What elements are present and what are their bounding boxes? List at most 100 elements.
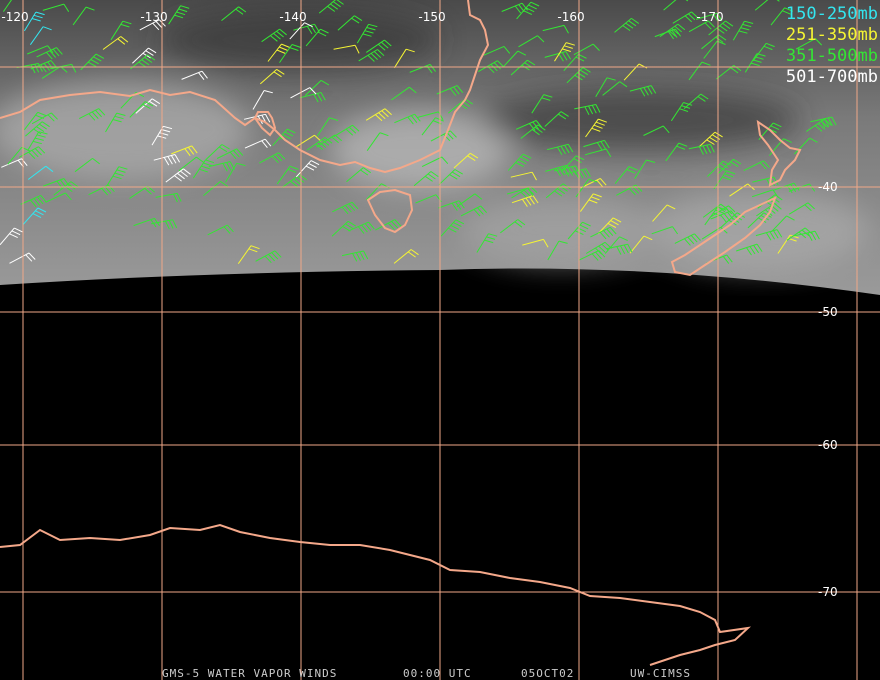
wind-barb	[27, 131, 48, 151]
wind-barb	[546, 143, 574, 156]
gulf-coast	[253, 111, 277, 137]
wind-barb	[25, 121, 50, 137]
wind-barb	[663, 0, 689, 11]
wind-barb	[788, 202, 815, 215]
australia-coast	[0, 0, 490, 174]
wind-barb	[751, 189, 779, 198]
wind-barb	[544, 111, 569, 127]
footer-text: 00:00 UTC	[403, 667, 472, 680]
new-zealand-north	[756, 119, 802, 187]
wind-barb	[36, 47, 63, 60]
wind-barb	[770, 7, 794, 26]
wind-barb	[499, 219, 526, 234]
wind-barb	[356, 23, 378, 44]
wind-barb	[478, 60, 505, 74]
wind-barb	[110, 20, 132, 41]
footer: GMS-5 WATER VAPOR WINDS 00:00 UTC 05OCT02 U…	[162, 667, 690, 680]
latitude-label: -60	[818, 438, 838, 452]
wind-barb	[456, 193, 483, 208]
wind-barb	[752, 42, 775, 62]
wind-barb	[290, 87, 317, 99]
wind-barb	[703, 40, 726, 59]
wind-barb	[554, 42, 575, 62]
wind-barb	[306, 137, 333, 151]
wind-barb	[708, 20, 734, 36]
legend-entry: 351-500mb	[786, 46, 878, 66]
wind-barb	[333, 44, 360, 54]
wind-barb	[522, 238, 549, 248]
wind-barb	[674, 233, 701, 246]
wind-barb	[758, 122, 782, 141]
wind-barb	[794, 137, 818, 155]
wind-barb	[516, 1, 540, 20]
wind-barb	[244, 138, 272, 149]
wind-barb	[18, 146, 46, 159]
wind-barb	[616, 184, 643, 196]
wind-barb	[153, 154, 181, 166]
wind-barb	[316, 117, 339, 137]
wind-barb	[272, 128, 296, 146]
wind-barb	[754, 0, 780, 11]
wind-barb	[333, 124, 360, 138]
wind-barb	[756, 203, 782, 217]
wind-barb	[365, 108, 392, 122]
wind-barb	[30, 60, 57, 73]
wind-barb	[295, 134, 322, 148]
wind-barb	[688, 143, 715, 155]
wind-barb	[304, 79, 330, 96]
wind-barb	[205, 144, 230, 160]
tasmania-coast	[366, 188, 414, 234]
wind-barb	[80, 53, 105, 71]
wind-barb	[651, 226, 679, 235]
wind-barb	[590, 226, 617, 240]
wind-barb	[105, 112, 126, 133]
wind-barbs	[0, 0, 837, 264]
wind-barb	[259, 68, 285, 85]
wind-barb	[20, 194, 47, 208]
wind-barb	[688, 20, 715, 33]
wind-barb	[744, 53, 766, 73]
wind-barb	[181, 70, 208, 81]
wind-barb	[575, 178, 598, 198]
wind-barb	[53, 181, 79, 196]
wind-barb	[9, 252, 36, 264]
wind-barb	[29, 26, 52, 45]
wind-barb	[453, 152, 479, 169]
wind-barb	[23, 11, 45, 32]
wind-barb	[736, 243, 763, 256]
wind-barb	[595, 77, 616, 97]
wind-barb	[346, 167, 371, 183]
wind-barb	[476, 233, 498, 253]
wind-barb	[629, 85, 657, 97]
wind-barb	[438, 200, 465, 211]
wind-barb	[755, 229, 783, 241]
wind-barb	[221, 6, 247, 21]
wind-barb	[208, 161, 235, 172]
wind-barb	[805, 118, 832, 132]
wind-barb	[683, 93, 709, 109]
wind-barb	[483, 45, 511, 56]
wind-barb	[573, 43, 600, 56]
wind-barb	[337, 15, 363, 31]
wind-barb	[168, 5, 190, 25]
wind-barb	[413, 171, 439, 187]
wind-barb	[261, 28, 287, 43]
wind-barb	[259, 152, 286, 164]
wind-barb	[564, 168, 591, 180]
wind-barb	[515, 120, 543, 131]
wind-barb	[417, 111, 444, 120]
new-zealand-south	[670, 196, 777, 277]
wind-barb	[295, 160, 320, 178]
wind-barb	[165, 168, 191, 183]
wind-barb	[331, 220, 357, 237]
wind-barb	[574, 104, 601, 116]
wind-barb	[732, 20, 754, 41]
wind-barb	[510, 171, 537, 181]
wind-barb	[289, 22, 313, 40]
wind-barb	[155, 192, 182, 203]
wind-barb	[688, 61, 711, 81]
wind-barb	[566, 67, 591, 84]
wind-barb	[547, 240, 568, 261]
wind-barb	[391, 86, 417, 101]
wind-barb	[102, 36, 129, 50]
